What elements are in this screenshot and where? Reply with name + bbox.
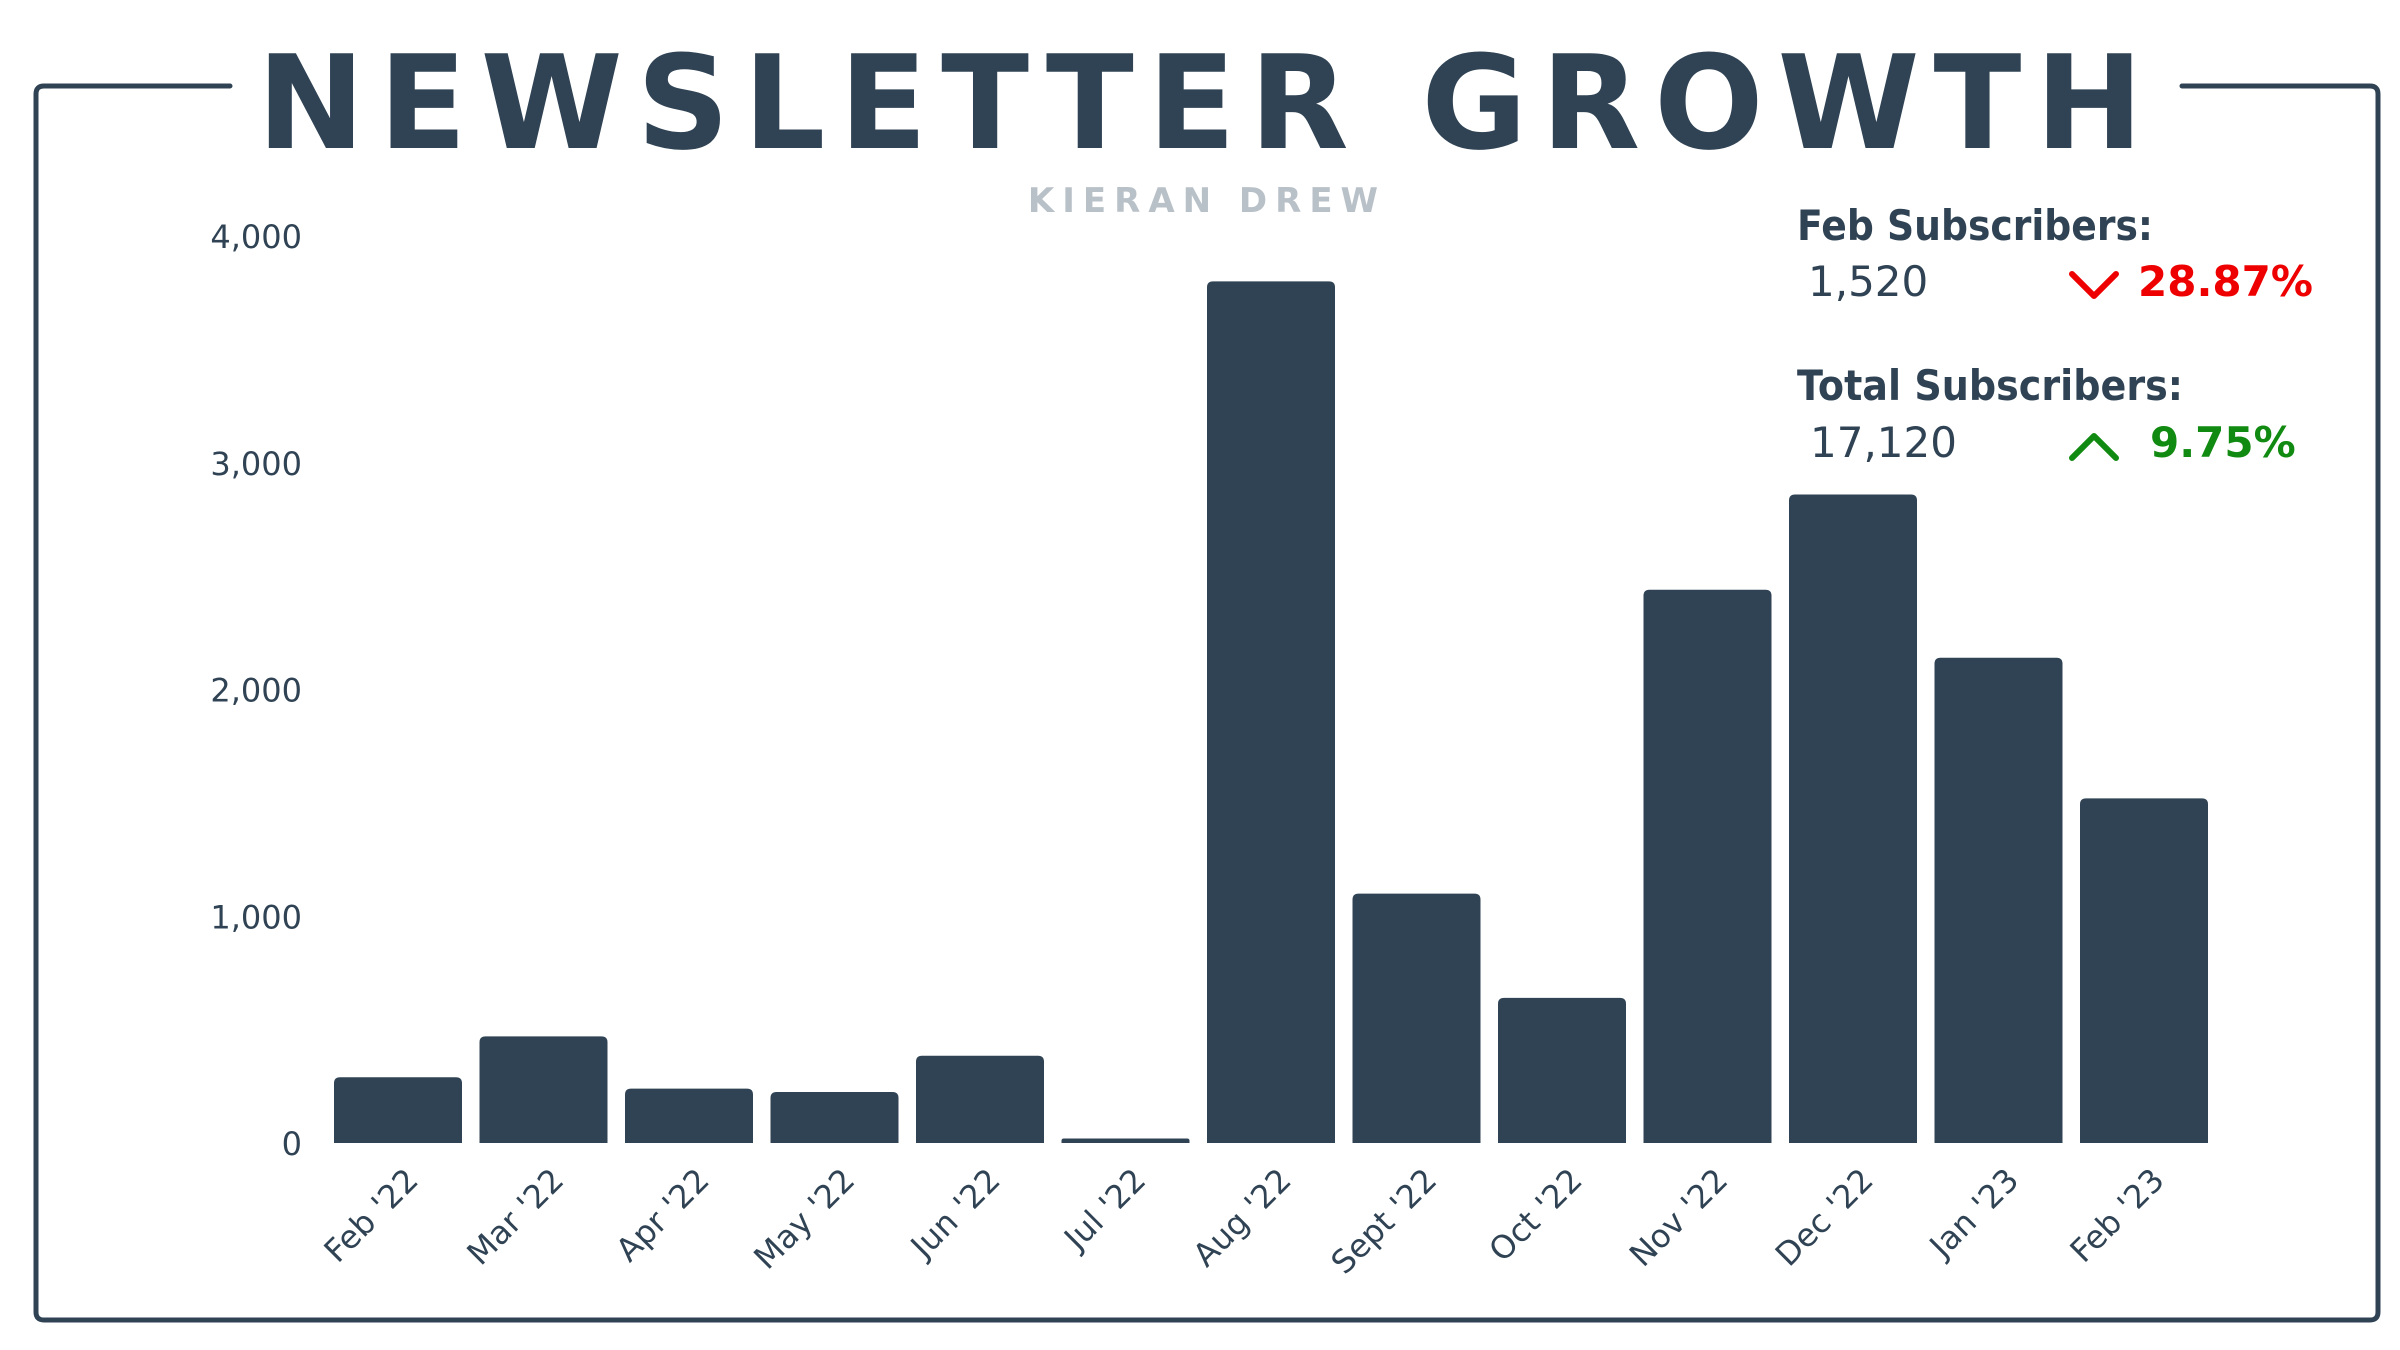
- bar: [1934, 657, 2063, 1143]
- x-tick-label: Oct '22: [1481, 1161, 1589, 1269]
- x-tick-label: Aug '22: [1185, 1161, 1298, 1274]
- bar: [1789, 494, 1917, 1143]
- monthly-stat-label: Feb Subscribers:: [1797, 201, 2153, 250]
- x-tick-label: Apr '22: [608, 1161, 716, 1269]
- y-tick-label: 4,000: [210, 218, 302, 256]
- bar: [479, 1036, 608, 1143]
- bar: [1498, 997, 1626, 1143]
- total-stat-label: Total Subscribers:: [1797, 361, 2183, 410]
- y-tick-label: 3,000: [210, 445, 302, 483]
- chart-title: NEWSLETTER GROWTH: [257, 27, 2157, 179]
- x-tick-label: Feb '22: [317, 1161, 426, 1270]
- x-tick-label: Jun '22: [902, 1161, 1008, 1267]
- bar: [1061, 1138, 1190, 1143]
- x-tick-label: Feb '23: [2063, 1161, 2172, 1270]
- monthly-stat: Feb Subscribers: 1,520 28.87%: [1797, 201, 2313, 306]
- total-stat: Total Subscribers: 17,120 9.75%: [1797, 361, 2296, 467]
- x-tick-label: Dec '22: [1768, 1161, 1881, 1274]
- bar-series: [334, 281, 2208, 1144]
- y-tick-label: 1,000: [210, 898, 302, 936]
- x-tick-label: Mar '22: [459, 1161, 571, 1273]
- x-tick-label: Sept '22: [1324, 1161, 1445, 1282]
- y-axis: 0 1,000 2,000 3,000 4,000: [210, 218, 302, 1163]
- total-stat-value: 17,120: [1810, 418, 1957, 467]
- bar: [625, 1088, 753, 1143]
- bar: [334, 1077, 462, 1143]
- total-stat-change: 9.75%: [2150, 418, 2296, 467]
- stats-panel: Feb Subscribers: 1,520 28.87% Total Subs…: [1797, 201, 2313, 467]
- bar: [1207, 281, 1335, 1144]
- x-axis: Feb '22 Mar '22 Apr '22 May '22 Jun '22 Jul '…: [317, 1161, 2172, 1282]
- chart-subtitle: KIERAN DREW: [1028, 181, 1386, 221]
- monthly-stat-change: 28.87%: [2138, 257, 2313, 306]
- x-tick-label: May '22: [746, 1161, 862, 1277]
- bar: [1352, 893, 1481, 1143]
- bar: [916, 1055, 1044, 1143]
- x-tick-label: Nov '22: [1622, 1161, 1735, 1274]
- chevron-up-icon: [2069, 433, 2119, 461]
- bar: [770, 1091, 899, 1143]
- frame-border: [33, 83, 2381, 1323]
- bar: [1643, 589, 1772, 1143]
- chevron-down-icon: [2069, 271, 2119, 299]
- bar: [2080, 798, 2208, 1143]
- x-tick-label: Jan '23: [1921, 1161, 2026, 1266]
- monthly-stat-value: 1,520: [1808, 257, 1928, 306]
- x-tick-label: Jul '22: [1055, 1161, 1153, 1259]
- y-tick-label: 0: [282, 1125, 302, 1163]
- y-tick-label: 2,000: [210, 672, 302, 710]
